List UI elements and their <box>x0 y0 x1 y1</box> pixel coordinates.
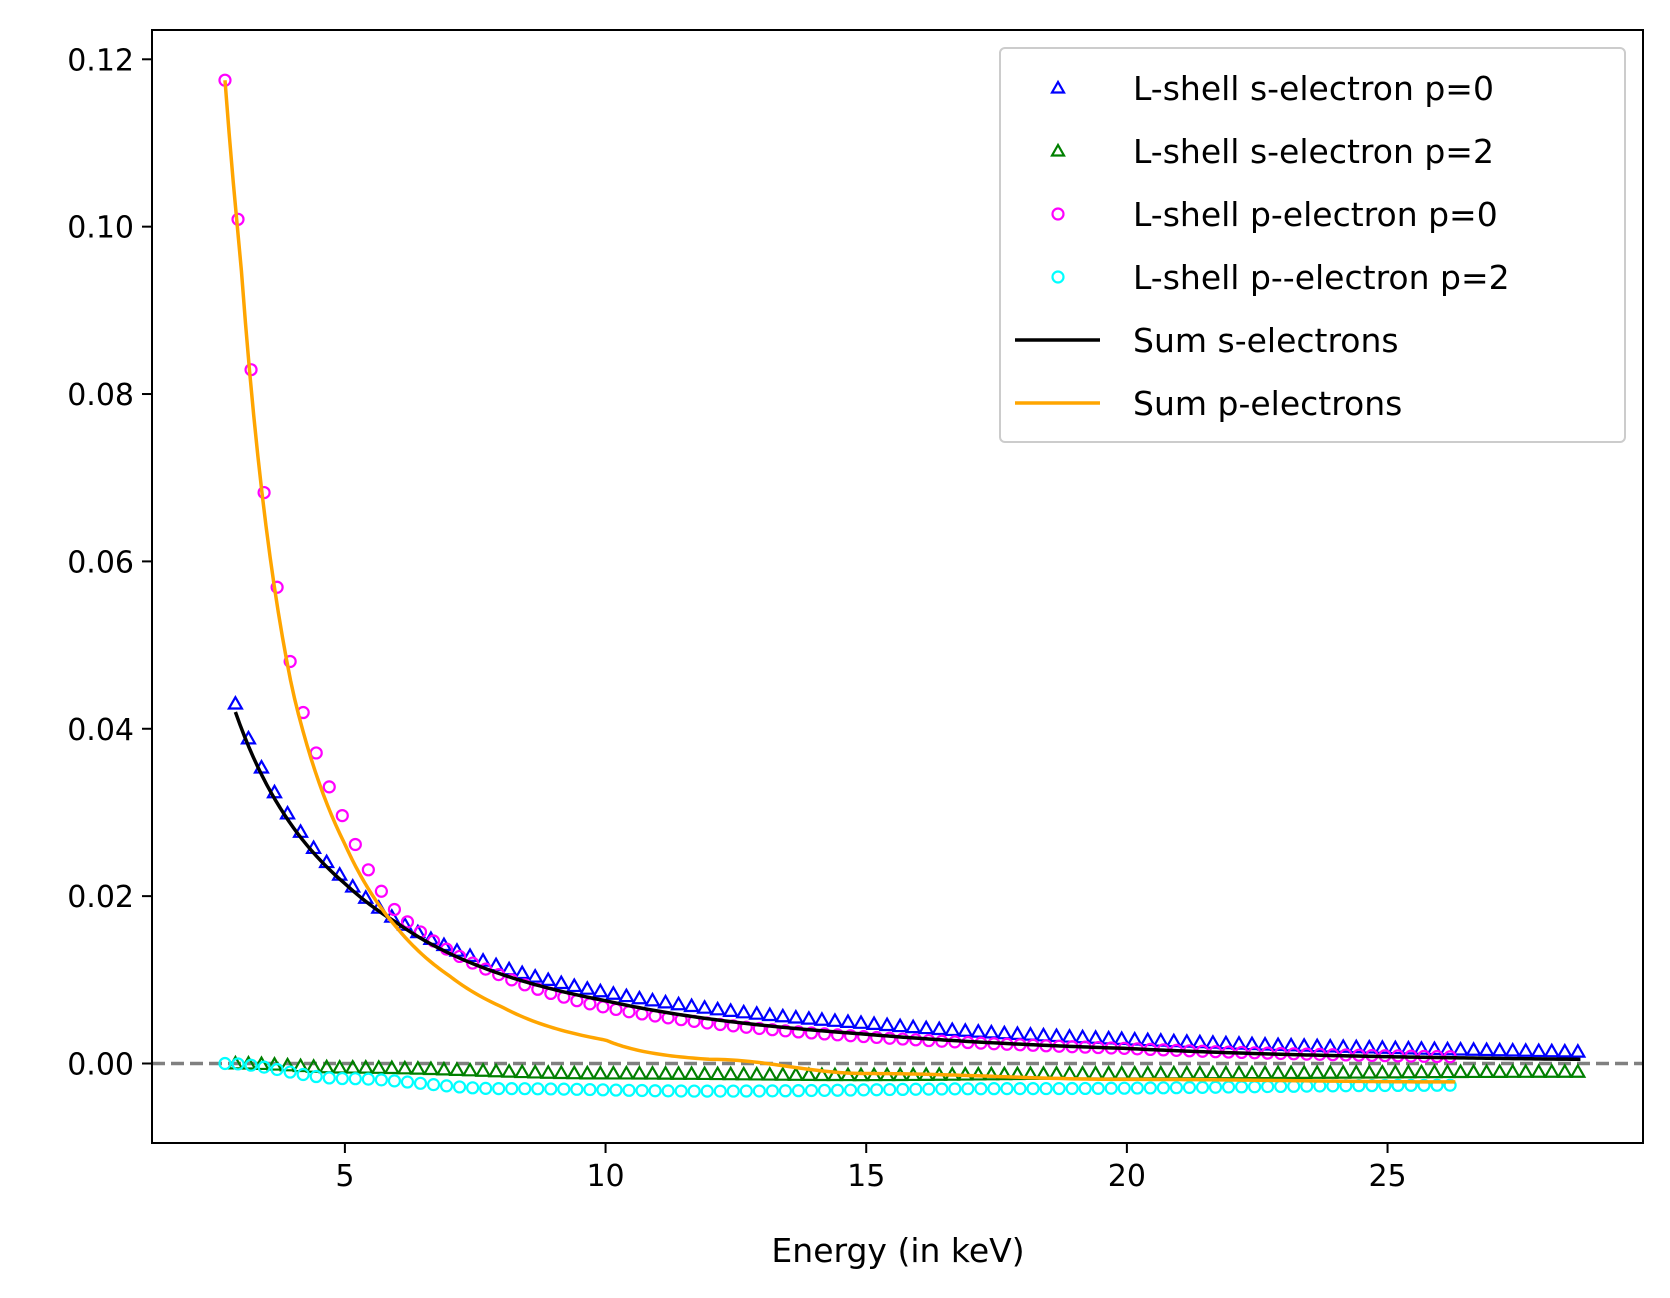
x-tick-label: 5 <box>335 1159 354 1194</box>
legend-entry-label: L-shell p-electron p=0 <box>1133 195 1498 234</box>
x-tick-label: 10 <box>586 1159 624 1194</box>
x-axis-label: Energy (in keV) <box>771 1231 1024 1270</box>
y-tick-label: 0.08 <box>67 378 134 413</box>
legend-entry-label: L-shell s-electron p=2 <box>1133 132 1494 171</box>
y-tick-label: 0.10 <box>67 211 134 246</box>
y-tick-label: 0.06 <box>67 545 134 580</box>
x-tick-label: 20 <box>1108 1159 1146 1194</box>
y-tick-label: 0.00 <box>67 1048 134 1083</box>
legend-entry-label: L-shell p--electron p=2 <box>1133 258 1510 297</box>
legend-entry-label: Sum s-electrons <box>1133 321 1399 360</box>
y-tick-label: 0.02 <box>67 880 134 915</box>
legend-entry-label: L-shell s-electron p=0 <box>1133 69 1494 108</box>
legend: L-shell s-electron p=0 L-shell s-electron… <box>1000 48 1625 442</box>
x-tick-label: 15 <box>847 1159 885 1194</box>
y-tick-label: 0.04 <box>67 713 134 748</box>
y-tick-label: 0.12 <box>67 43 134 78</box>
legend-entry-label: Sum p-electrons <box>1133 384 1402 423</box>
x-tick-label: 25 <box>1368 1159 1406 1194</box>
